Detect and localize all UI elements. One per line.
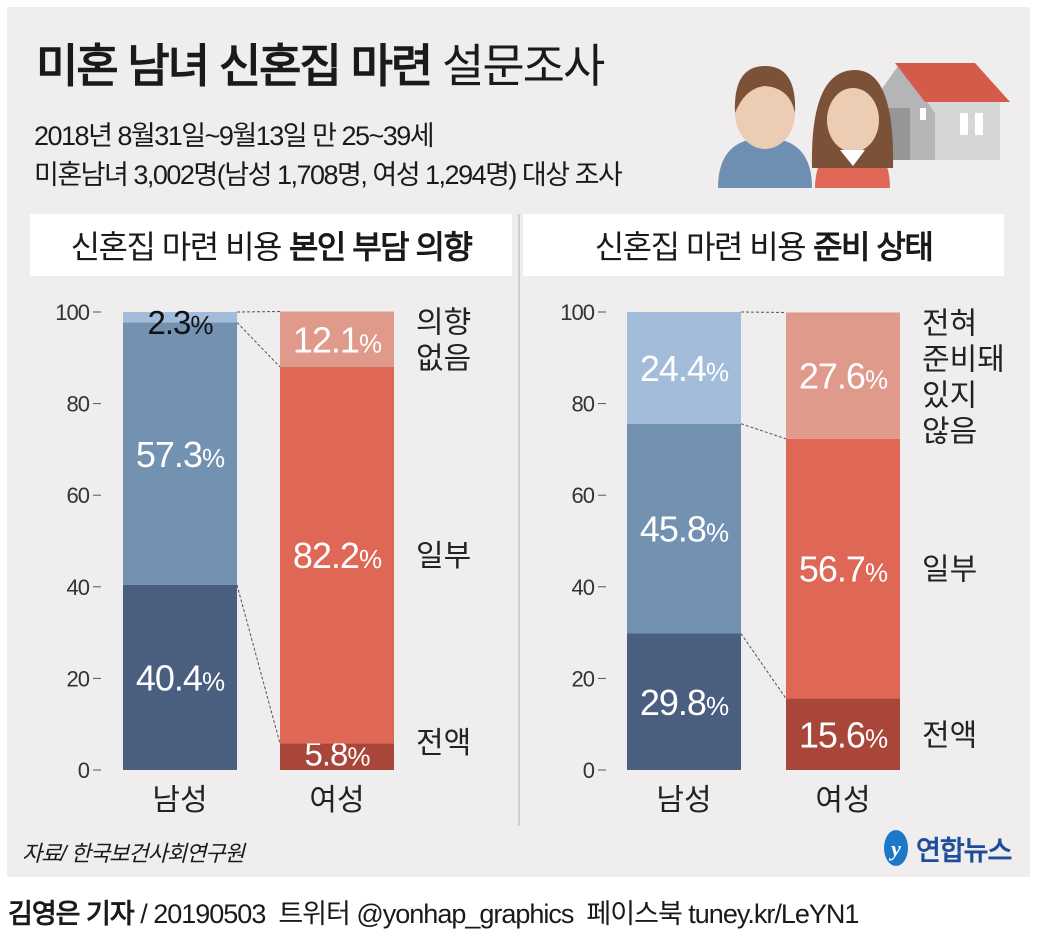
bar-segment-male-1: [627, 423, 741, 634]
legend-label: 없음: [416, 343, 471, 376]
data-label: 27.6%: [799, 356, 888, 397]
data-label: 45.8%: [640, 509, 729, 550]
legend-label: 않음: [922, 415, 977, 448]
legend-label: 전액: [922, 719, 977, 752]
y-tick-label: 80: [572, 392, 595, 417]
bar-segment-female-0: [280, 743, 394, 770]
data-label: 2.3%: [148, 304, 214, 341]
chart-2-title-regular: 신혼집 마련 비용: [594, 229, 807, 265]
y-tick-label: 0: [78, 758, 90, 783]
chart-2-title-bold: 준비 상태: [813, 229, 934, 265]
bar-segment-female-1: [280, 366, 394, 744]
category-label: 남성: [656, 784, 711, 817]
legend-label: 준비돼: [922, 343, 1005, 376]
source-note: 자료/ 한국보건사회연구원: [22, 841, 245, 866]
connector-line: [236, 322, 281, 368]
bar-segment-female-2: [786, 312, 900, 439]
data-label: 24.4%: [640, 348, 729, 389]
y-tick-label: 0: [583, 758, 595, 783]
chart-1-title-bold: 본인 부담 의향: [288, 229, 473, 265]
category-label: 여성: [815, 784, 870, 817]
y-tick-label: 60: [572, 483, 595, 508]
data-label: 15.6%: [799, 714, 888, 755]
subtitle-sample: 미혼남녀 3,002명(남성 1,708명, 여성 1,294명) 대상 조사: [34, 160, 623, 190]
data-label: 56.7%: [799, 549, 888, 590]
yonhap-logo: y 연합뉴스: [880, 828, 1012, 868]
bar-segment-male-1: [123, 322, 237, 585]
legend-label: 일부: [922, 554, 977, 587]
connector-line: [236, 584, 281, 744]
y-tick-label: 20: [67, 666, 90, 691]
legend-label: 의향: [416, 307, 471, 340]
y-tick-label: 100: [55, 300, 89, 325]
footer-credit: 김영은 기자 / 20190503 트위터 @yonhap_graphics 페…: [8, 892, 859, 931]
data-label: 82.2%: [293, 535, 382, 576]
y-tick-label: 40: [67, 575, 90, 600]
legend-label: 있지: [922, 379, 977, 412]
yonhap-logo-icon: y: [884, 830, 908, 866]
category-label: 남성: [152, 784, 207, 817]
subtitle-period: 2018년 8월31일~9월13일 만 25~39세: [34, 121, 435, 151]
category-label: 여성: [309, 784, 364, 817]
chart-2-header: 신혼집 마련 비용 준비 상태: [523, 214, 1004, 276]
bar-segment-female-2: [280, 311, 394, 367]
title-light: 설문조사: [442, 40, 605, 92]
data-label: 57.3%: [136, 434, 225, 475]
data-label: 12.1%: [293, 319, 382, 360]
data-label: 40.4%: [136, 657, 225, 698]
title-bold: 미혼 남녀 신혼집 마련: [36, 40, 433, 92]
chart-1-header: 신혼집 마련 비용 본인 부담 의향: [30, 214, 512, 276]
y-tick-label: 80: [67, 392, 90, 417]
svg-text:y: y: [888, 836, 901, 861]
data-label: 29.8%: [640, 682, 729, 723]
panel-divider: [518, 214, 520, 826]
yonhap-logo-text: 연합뉴스: [916, 835, 1012, 866]
legend-label: 일부: [416, 540, 471, 573]
legend-label: 전액: [416, 727, 471, 760]
y-tick-label: 100: [560, 300, 594, 325]
legend-label: 전혀: [922, 307, 977, 340]
footer-author: 김영은 기자: [8, 899, 135, 929]
bar-segment-female-1: [786, 438, 900, 699]
bar-segment-female-0: [786, 698, 900, 770]
connector-line: [740, 633, 787, 699]
bar-segment-male-2: [123, 312, 237, 323]
couple-house-illustration: [718, 63, 1010, 188]
y-tick-label: 20: [572, 666, 595, 691]
bar-segment-male-0: [627, 633, 741, 770]
bar-segment-male-2: [627, 312, 741, 424]
footer-info: / 20190503 트위터 @yonhap_graphics 페이스북 tun…: [133, 899, 859, 929]
page-title: 미혼 남녀 신혼집 마련 설문조사: [36, 30, 605, 96]
y-tick-label: 40: [572, 575, 595, 600]
connector-line: [740, 423, 787, 440]
y-tick-label: 60: [67, 483, 90, 508]
chart-1-title-regular: 신혼집 마련 비용: [70, 229, 283, 265]
bar-segment-male-0: [123, 584, 237, 770]
